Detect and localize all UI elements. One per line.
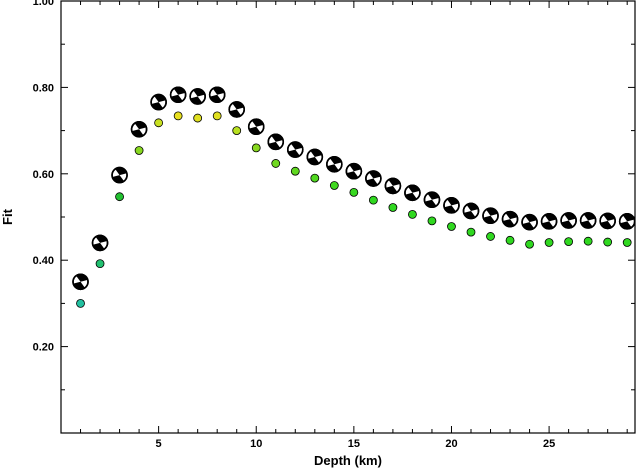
fit-dot xyxy=(583,236,593,246)
y-tick-label: 1.00 xyxy=(33,0,54,8)
focal-mechanism-marker xyxy=(169,86,187,104)
fit-dot xyxy=(388,203,398,212)
fit-dot xyxy=(564,237,574,247)
focal-mechanism-marker xyxy=(618,213,636,230)
x-axis-title: Depth (km) xyxy=(314,453,382,468)
focal-mechanism-marker xyxy=(599,212,616,230)
y-axis-title: Fit xyxy=(0,208,15,225)
focal-mechanism-marker xyxy=(560,212,577,229)
focal-mechanism-marker xyxy=(306,148,324,166)
x-tick-label: 25 xyxy=(543,438,555,450)
fit-dot xyxy=(603,237,613,247)
focal-mechanism-marker xyxy=(345,162,363,180)
fit-dot xyxy=(544,238,554,247)
y-tick-label: 0.40 xyxy=(33,255,54,267)
fit-dot xyxy=(212,111,222,121)
fit-dot xyxy=(95,259,105,269)
focal-mechanism-marker xyxy=(208,86,226,104)
fit-dot xyxy=(408,210,417,219)
focal-mechanism-marker xyxy=(404,184,421,202)
x-tick-label: 15 xyxy=(348,438,360,450)
x-tick-label: 5 xyxy=(156,438,162,450)
fit-dot xyxy=(447,222,456,231)
axis-ticks: 5 10 15 20 25 0.20 0.40 0.60 0.80 1.00 xyxy=(33,0,635,450)
fit-dot xyxy=(486,232,495,241)
focal-mechanism-marker xyxy=(384,177,402,195)
fit-dot xyxy=(310,173,320,183)
y-tick-label: 0.80 xyxy=(33,82,54,94)
fit-dot xyxy=(154,118,164,128)
focal-mechanism-marker xyxy=(365,170,382,187)
fit-dot xyxy=(232,126,242,136)
fit-dot xyxy=(115,192,124,202)
fit-dot xyxy=(368,195,378,205)
focal-mechanism-marker xyxy=(501,210,519,228)
focal-mechanism-marker xyxy=(267,133,285,151)
focal-mechanism-marker xyxy=(540,213,558,230)
x-tick-label: 20 xyxy=(445,438,457,450)
focal-mechanism-marker xyxy=(130,121,148,138)
y-tick-label: 0.60 xyxy=(33,169,54,181)
fit-dot xyxy=(173,111,183,121)
fit-dot xyxy=(271,159,281,168)
focal-mechanism-marker xyxy=(482,207,499,225)
x-tick-label: 10 xyxy=(250,438,262,450)
focal-mechanism-marker xyxy=(72,273,89,291)
fit-dot xyxy=(427,216,437,226)
fit-dot xyxy=(251,143,261,153)
focal-mechanism-marker xyxy=(326,155,343,173)
focal-mechanism-marker xyxy=(150,93,167,111)
focal-mechanism-marker xyxy=(521,213,538,231)
y-tick-label: 0.20 xyxy=(33,342,54,354)
fit-dot xyxy=(349,187,359,197)
focal-mechanism-marker xyxy=(189,88,206,105)
focal-mechanism-marker xyxy=(91,234,109,252)
fit-dot xyxy=(134,146,144,155)
fit-dot xyxy=(505,235,515,245)
focal-mechanism-marker xyxy=(443,197,460,214)
fit-dot xyxy=(329,181,339,190)
fit-dot xyxy=(525,239,534,249)
fit-dot xyxy=(76,298,85,308)
focal-mechanism-marker xyxy=(462,202,480,220)
focal-mechanism-marker xyxy=(286,141,304,158)
fit-dot xyxy=(290,166,300,176)
focal-mechanism-marker xyxy=(247,118,265,136)
fit-dot xyxy=(193,113,203,123)
fit-dots-series xyxy=(76,111,632,308)
fit-dot xyxy=(622,238,632,247)
focal-mechanism-marker xyxy=(111,166,128,184)
focal-mechanism-marker xyxy=(228,101,246,118)
focal-mechanism-marker xyxy=(579,212,597,229)
fit-dot xyxy=(466,227,476,237)
focal-mechanism-series xyxy=(72,86,636,291)
focal-mechanism-marker xyxy=(423,191,441,209)
